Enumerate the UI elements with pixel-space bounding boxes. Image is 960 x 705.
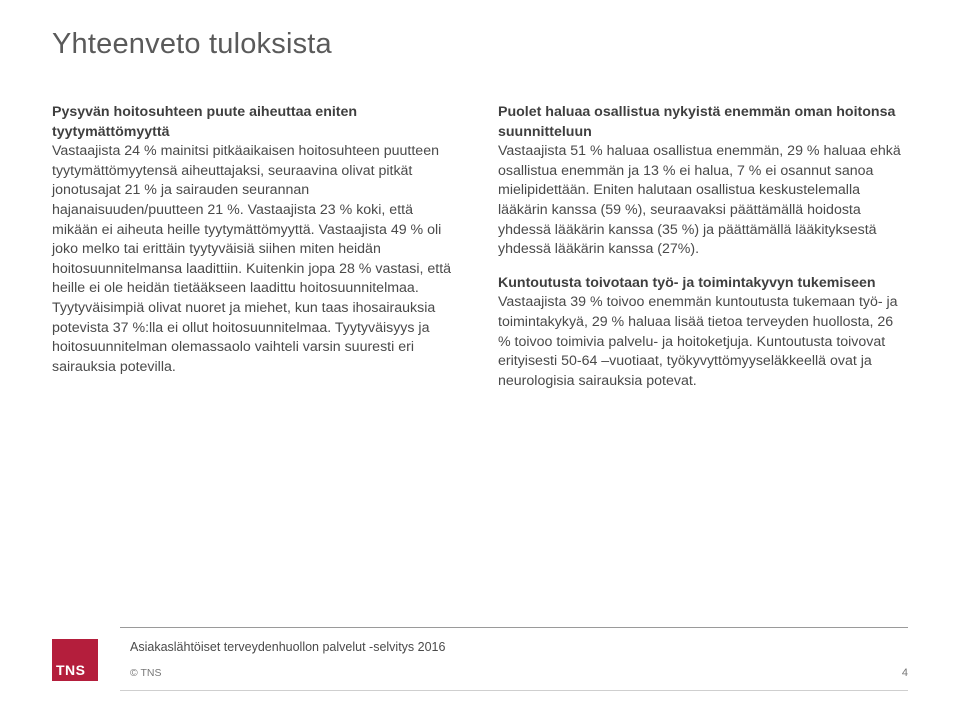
content-columns: Pysyvän hoitosuhteen puute aiheuttaa eni… [52, 103, 908, 405]
footer-copyright: © TNS [130, 667, 161, 679]
right-heading-1: Puolet haluaa osallistua nykyistä enemmä… [498, 104, 895, 140]
tns-logo-text: TNS [56, 662, 86, 678]
left-column: Pysyvän hoitosuhteen puute aiheuttaa eni… [52, 103, 462, 405]
left-paragraph: Pysyvän hoitosuhteen puute aiheuttaa eni… [52, 103, 462, 377]
page-title: Yhteenveto tuloksista [52, 28, 908, 61]
left-heading: Pysyvän hoitosuhteen puute aiheuttaa eni… [52, 104, 357, 140]
right-body-2: Vastaajista 39 % toivoo enemmän kuntoutu… [498, 294, 898, 388]
tns-logo: TNS [52, 639, 98, 681]
right-body-1: Vastaajista 51 % haluaa osallistua enemm… [498, 143, 901, 257]
left-body: Vastaajista 24 % mainitsi pitkäaikaisen … [52, 143, 451, 375]
right-column: Puolet haluaa osallistua nykyistä enemmä… [498, 103, 908, 405]
footer: TNS Asiakaslähtöiset terveydenhuollon pa… [0, 627, 960, 691]
footer-page-number: 4 [902, 667, 908, 679]
slide-page: Yhteenveto tuloksista Pysyvän hoitosuhte… [0, 0, 960, 705]
right-paragraph-1: Puolet haluaa osallistua nykyistä enemmä… [498, 103, 908, 260]
footer-rule-bottom [120, 690, 908, 691]
right-heading-2: Kuntoutusta toivotaan työ- ja toimintaky… [498, 275, 876, 291]
right-paragraph-2: Kuntoutusta toivotaan työ- ja toimintaky… [498, 274, 908, 392]
footer-rule-top [120, 627, 908, 628]
footer-survey-title: Asiakaslähtöiset terveydenhuollon palvel… [130, 640, 445, 654]
